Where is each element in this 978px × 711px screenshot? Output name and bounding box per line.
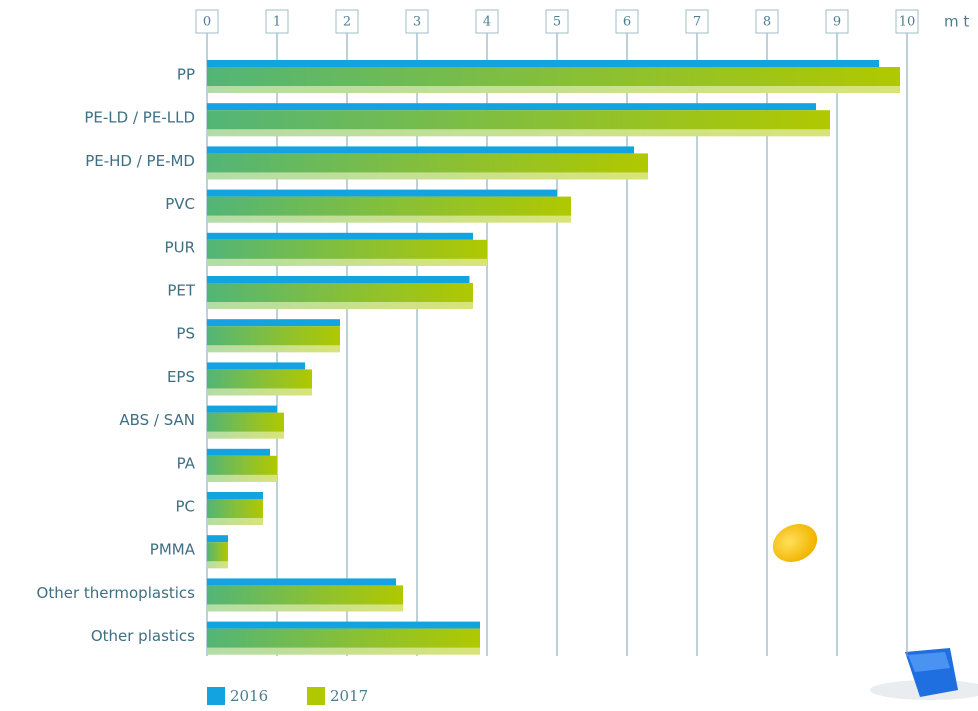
bar-highlight [207,561,228,569]
x-tick-label: 3 [413,15,421,30]
category-label: Other thermoplastics [37,584,196,602]
bar-highlight [207,215,571,223]
bar [207,362,305,370]
x-tick-label: 5 [553,15,561,30]
tick-box [475,9,499,34]
tick-box [545,9,569,34]
tick-box [265,9,289,34]
category-label: PET [167,282,196,300]
legend-label: 2017 [330,687,368,705]
bar-highlight [207,518,263,525]
bar [207,146,634,154]
x-tick-label: 7 [693,15,701,30]
legend-label: 2016 [230,687,268,705]
tick-box [895,9,919,34]
bar [207,405,277,413]
x-tick-label: 2 [343,15,351,30]
x-tick-label: 4 [483,15,491,30]
bar [207,535,228,543]
category-label: PP [177,66,195,84]
bar-highlight [207,388,312,396]
bar-highlight [207,474,277,482]
x-tick-label: 9 [833,15,841,30]
legend-swatch [207,687,225,705]
x-tick-label: 8 [763,15,771,30]
tick-box [335,9,359,34]
bar-highlight [207,302,473,309]
bar [207,448,270,456]
decoration [772,524,978,700]
x-tick-label: 10 [899,15,916,30]
category-label: PE-HD / PE-MD [85,152,195,170]
bar [207,492,263,499]
category-label: PE-LD / PE-LLD [84,109,195,127]
bar-highlight [207,604,403,612]
bar-highlight [207,345,340,353]
x-tick-label: 1 [273,15,281,30]
bar [207,621,480,629]
tick-box [755,9,779,34]
category-label: PUR [165,238,195,256]
bar [207,189,557,197]
tick-box [615,9,639,34]
category-label: PVC [165,195,195,213]
bar [207,276,470,283]
bar-highlight [207,431,284,439]
category-label: ABS / SAN [119,411,195,429]
bar [207,60,879,67]
x-tick-label: 6 [623,15,631,30]
category-label: PMMA [150,541,196,559]
bar-highlight [207,129,830,137]
legend-swatch [307,687,325,705]
bar [207,232,473,240]
bar-highlight [207,258,487,266]
x-tick-label: 0 [203,15,211,30]
category-label: PC [175,498,195,516]
bar [207,319,340,327]
category-label: PA [177,454,196,472]
category-label: Other plastics [91,627,195,645]
category-label: PS [176,325,195,343]
tick-box [195,9,219,34]
tick-box [405,9,429,34]
bar-highlight [207,172,648,180]
bar [207,578,396,586]
category-label: EPS [167,368,195,386]
axis-unit: m t [944,13,969,31]
bar [207,103,816,111]
bar-highlight [207,86,900,93]
tick-box [685,9,709,34]
bar-highlight [207,647,480,655]
tick-box [825,9,849,34]
